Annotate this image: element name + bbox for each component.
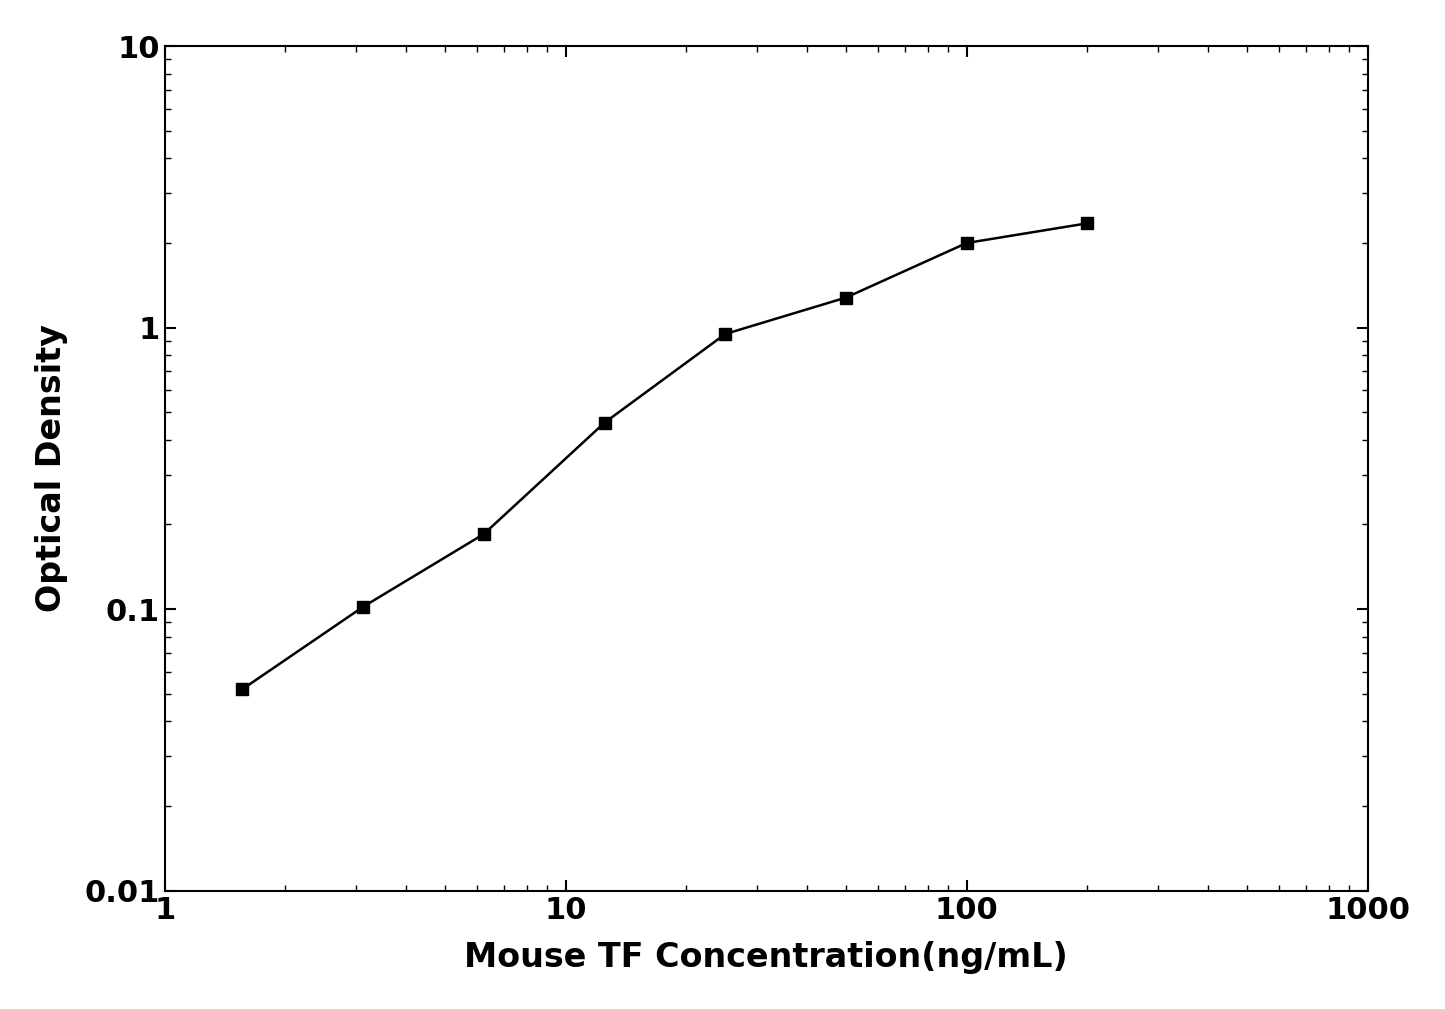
Y-axis label: Optical Density: Optical Density	[35, 325, 68, 612]
X-axis label: Mouse TF Concentration(ng/mL): Mouse TF Concentration(ng/mL)	[464, 941, 1068, 975]
